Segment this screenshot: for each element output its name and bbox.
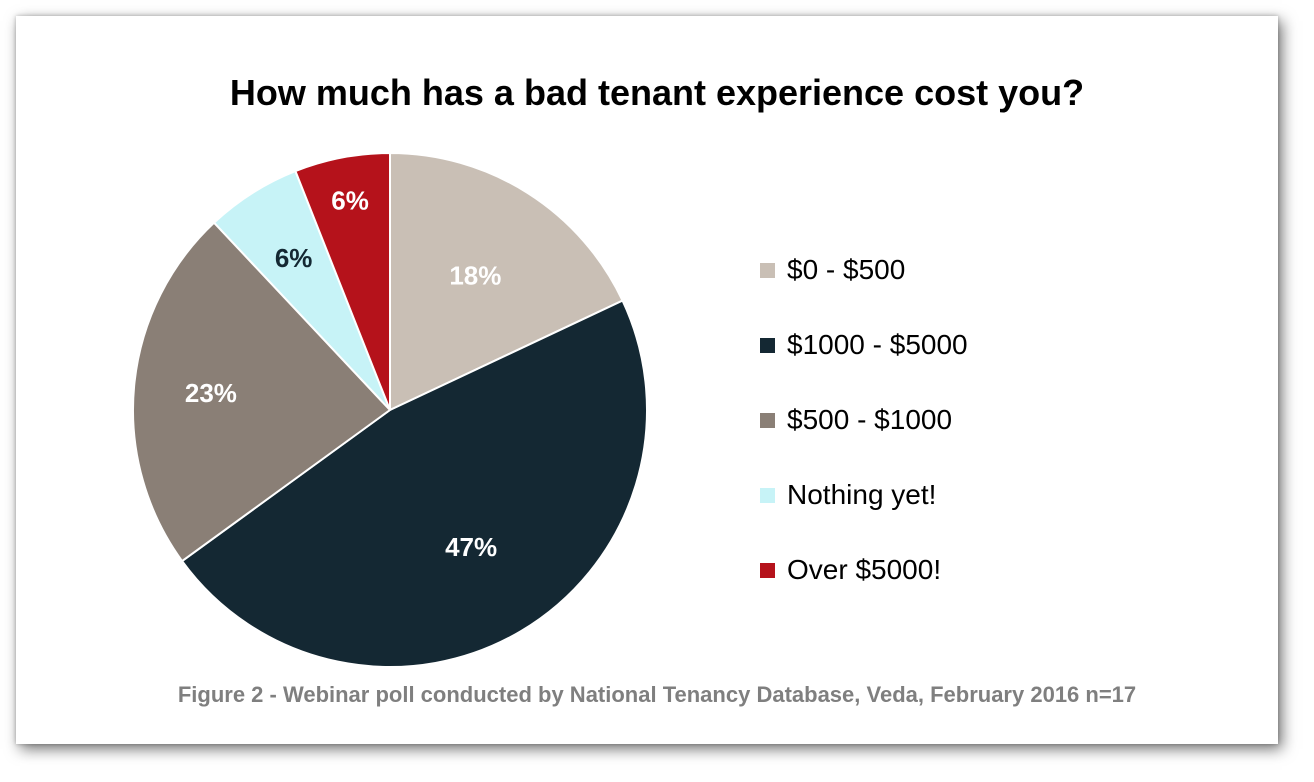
legend-swatch	[760, 412, 775, 428]
legend-item: Over $5000!	[760, 550, 968, 590]
legend-label: Nothing yet!	[787, 479, 937, 510]
legend-swatch	[760, 562, 775, 578]
legend-item: $500 - $1000	[760, 400, 968, 440]
figure-caption: Figure 2 - Webinar poll conducted by Nat…	[177, 682, 1137, 707]
legend-item: Nothing yet!	[760, 475, 968, 515]
legend-label: $500 - $1000	[787, 404, 953, 435]
legend-label: $0 - $500	[787, 254, 906, 285]
data-label: 23%	[185, 378, 237, 408]
data-label: 6%	[275, 243, 313, 273]
chart-legend: $0 - $500 $1000 - $5000 $500 - $1000 Nothin…	[760, 250, 968, 625]
legend-item: $1000 - $5000	[760, 325, 968, 365]
legend-label: $1000 - $5000	[787, 329, 968, 360]
pie-slice	[132, 221, 392, 563]
legend-item: $0 - $500	[760, 250, 968, 290]
legend-swatch	[760, 487, 775, 503]
legend-swatch	[760, 337, 775, 353]
pie-slice	[180, 299, 648, 668]
pie-slice	[389, 151, 624, 412]
legend-swatch	[760, 262, 775, 278]
data-label: 18%	[449, 260, 501, 290]
data-label: 6%	[331, 185, 369, 215]
legend-label: Over $5000!	[787, 554, 942, 585]
pie-slice	[294, 151, 391, 411]
chart-title: How much has a bad tenant experience cos…	[229, 72, 1085, 113]
data-label: 47%	[445, 532, 497, 562]
